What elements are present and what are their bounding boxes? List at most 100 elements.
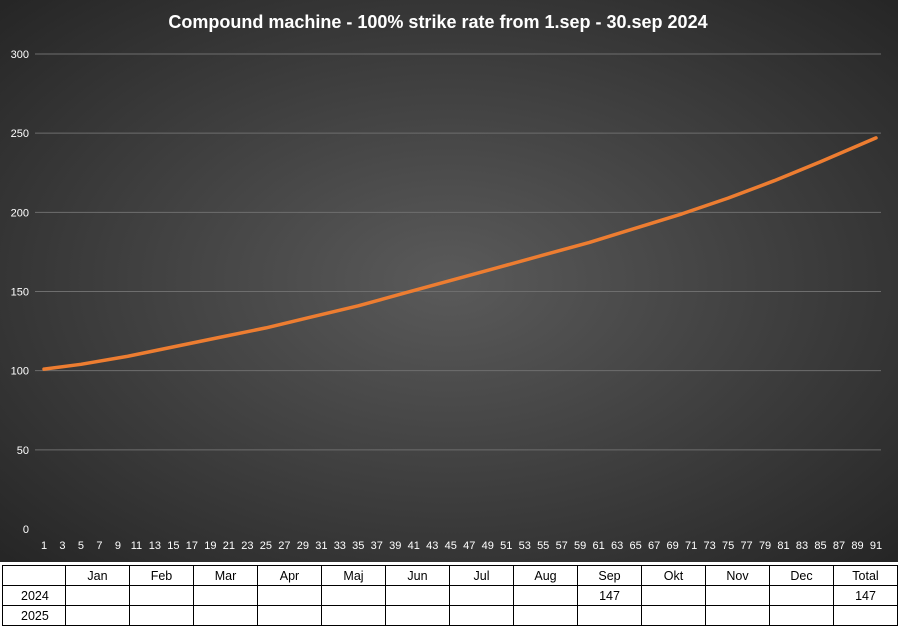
series-line bbox=[42, 136, 878, 371]
x-tick-label: 33 bbox=[334, 540, 346, 552]
x-tick-label: 41 bbox=[408, 540, 420, 552]
x-tick-label: 3 bbox=[59, 540, 65, 552]
y-tick-label: 0 bbox=[23, 524, 29, 536]
x-tick-label: 43 bbox=[426, 540, 438, 552]
x-tick-label: 53 bbox=[519, 540, 531, 552]
x-tick-label: 9 bbox=[115, 540, 121, 552]
x-tick-label: 31 bbox=[315, 540, 327, 552]
x-tick-label: 27 bbox=[278, 540, 290, 552]
table-cell bbox=[449, 585, 514, 606]
x-tick-label: 73 bbox=[703, 540, 715, 552]
table-cell bbox=[385, 605, 450, 626]
table-cell bbox=[449, 605, 514, 626]
table-cell bbox=[577, 605, 642, 626]
table-header-row: Jan Feb Mar Apr Maj Jun Jul Aug Sep Okt Nov Dec Tota… bbox=[2, 565, 898, 586]
table-cell bbox=[705, 585, 770, 606]
table-cell bbox=[641, 585, 706, 606]
table-cell bbox=[769, 585, 834, 606]
y-tick-label: 250 bbox=[11, 128, 29, 140]
x-tick-label: 89 bbox=[851, 540, 863, 552]
x-tick-label: 57 bbox=[556, 540, 568, 552]
y-tick-label: 50 bbox=[17, 445, 29, 457]
chart-area: 0 50 100 150 200 250 300 1 3 5 7 9 11 13 15 17 19 21 23 25… bbox=[0, 0, 898, 562]
x-tick-label: 91 bbox=[870, 540, 882, 552]
table-header-cell: Mar bbox=[193, 565, 258, 586]
table-cell bbox=[257, 585, 322, 606]
x-tick-label: 71 bbox=[685, 540, 697, 552]
monthly-results-table: Jan Feb Mar Apr Maj Jun Jul Aug Sep Okt Nov Dec Tota… bbox=[2, 565, 898, 626]
x-tick-label: 75 bbox=[722, 540, 734, 552]
x-tick-label: 1 bbox=[41, 540, 47, 552]
table-header-cell: Total bbox=[833, 565, 898, 586]
table-cell bbox=[129, 605, 194, 626]
x-tick-label: 21 bbox=[223, 540, 235, 552]
x-tick-label: 61 bbox=[593, 540, 605, 552]
x-tick-label: 49 bbox=[482, 540, 494, 552]
x-tick-label: 55 bbox=[537, 540, 549, 552]
table-header-cell: Dec bbox=[769, 565, 834, 586]
x-tick-label: 7 bbox=[96, 540, 102, 552]
x-tick-label: 5 bbox=[78, 540, 84, 552]
table-header-cell: Sep bbox=[577, 565, 642, 586]
x-tick-label: 17 bbox=[186, 540, 198, 552]
table-header-cell: Maj bbox=[321, 565, 386, 586]
y-tick-label: 150 bbox=[11, 287, 29, 299]
table-cell bbox=[385, 585, 450, 606]
table-row: 2024 147 147 bbox=[2, 585, 898, 606]
x-tick-label: 85 bbox=[814, 540, 826, 552]
table-cell bbox=[641, 605, 706, 626]
table-cell: 2025 bbox=[2, 605, 66, 626]
table-header-cell: Jul bbox=[449, 565, 514, 586]
table-cell bbox=[705, 605, 770, 626]
x-tick-label: 63 bbox=[611, 540, 623, 552]
table-cell bbox=[65, 585, 130, 606]
x-tick-label: 51 bbox=[500, 540, 512, 552]
table-cell: 147 bbox=[577, 585, 642, 606]
table-cell bbox=[833, 605, 898, 626]
table-cell bbox=[769, 605, 834, 626]
table-header-cell: Nov bbox=[705, 565, 770, 586]
x-tick-label: 79 bbox=[759, 540, 771, 552]
x-tick-label: 47 bbox=[463, 540, 475, 552]
x-tick-label: 45 bbox=[445, 540, 457, 552]
table-header-cell: Aug bbox=[513, 565, 578, 586]
table-cell bbox=[129, 585, 194, 606]
x-tick-label: 65 bbox=[630, 540, 642, 552]
y-tick-label: 300 bbox=[11, 49, 29, 61]
x-tick-label: 59 bbox=[574, 540, 586, 552]
table-cell bbox=[257, 605, 322, 626]
x-tick-label: 67 bbox=[648, 540, 660, 552]
x-tick-label: 11 bbox=[131, 540, 142, 552]
y-tick-label: 200 bbox=[11, 207, 29, 219]
x-tick-label: 35 bbox=[352, 540, 364, 552]
y-tick-label: 100 bbox=[11, 366, 29, 378]
x-tick-label: 39 bbox=[389, 540, 401, 552]
x-tick-label: 13 bbox=[149, 540, 161, 552]
x-tick-label: 69 bbox=[666, 540, 678, 552]
chart-title: Compound machine - 100% strike rate from… bbox=[168, 12, 707, 32]
x-tick-label: 77 bbox=[740, 540, 752, 552]
x-tick-label: 83 bbox=[796, 540, 808, 552]
table-cell: 2024 bbox=[2, 585, 66, 606]
table-cell bbox=[65, 605, 130, 626]
table-header-cell: Jan bbox=[65, 565, 130, 586]
table-cell bbox=[193, 605, 258, 626]
x-tick-label: 29 bbox=[297, 540, 309, 552]
x-tick-label: 23 bbox=[241, 540, 253, 552]
table-cell: 147 bbox=[833, 585, 898, 606]
table-header-cell: Feb bbox=[129, 565, 194, 586]
table-cell bbox=[513, 585, 578, 606]
table-row: 2025 bbox=[2, 605, 898, 626]
table-header-cell: Apr bbox=[257, 565, 322, 586]
x-tick-label: 15 bbox=[167, 540, 179, 552]
table-header-cell: Jun bbox=[385, 565, 450, 586]
table-cell bbox=[321, 605, 386, 626]
x-tick-label: 37 bbox=[371, 540, 383, 552]
table-cell bbox=[513, 605, 578, 626]
table-cell bbox=[193, 585, 258, 606]
table-header-cell: Okt bbox=[641, 565, 706, 586]
x-tick-label: 25 bbox=[260, 540, 272, 552]
table-header-cell bbox=[2, 565, 66, 586]
x-tick-label: 81 bbox=[777, 540, 789, 552]
table-cell bbox=[321, 585, 386, 606]
